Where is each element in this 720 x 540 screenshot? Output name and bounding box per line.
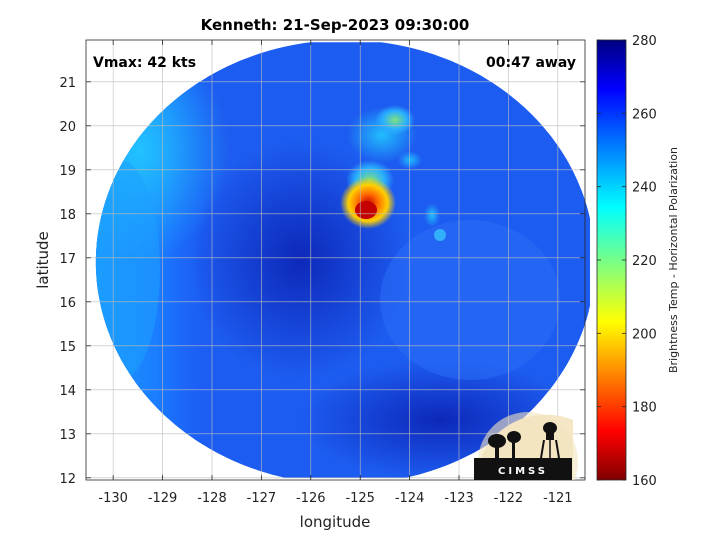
x-tick-label: -128 — [197, 491, 227, 506]
chart-title: Kenneth: 21-Sep-2023 09:30:00 — [201, 16, 470, 34]
colorbar-tick-label: 220 — [632, 254, 657, 269]
x-tick-label: -123 — [444, 491, 474, 506]
colorbar: 160 180 200 220 240 260 280 Brightness Temp - … — [596, 34, 680, 489]
y-tick-label: 12 — [59, 472, 76, 487]
axes-box — [85, 39, 586, 481]
colorbar-tick-label: 260 — [632, 107, 657, 122]
x-axis: -130 -129 -128 -127 -126 -125 -124 -123 -122 -121 — [98, 40, 573, 506]
x-tick-label: -127 — [247, 491, 277, 506]
x-tick-label: -125 — [345, 491, 375, 506]
y-tick-label: 21 — [59, 76, 76, 91]
y-tick-label: 17 — [59, 252, 76, 267]
y-tick-label: 20 — [59, 120, 76, 135]
colorbar-gradient — [596, 39, 627, 481]
colorbar-tick-label: 280 — [632, 34, 657, 49]
x-axis-label: longitude — [300, 513, 371, 531]
y-tick-label: 16 — [59, 296, 76, 311]
y-tick-label: 13 — [59, 428, 76, 443]
vmax-annotation: Vmax: 42 kts — [93, 55, 196, 71]
x-tick-label: -124 — [395, 491, 425, 506]
time-away-annotation: 00:47 away — [486, 55, 576, 71]
colorbar-tick-label: 200 — [632, 327, 657, 342]
y-axis-label: latitude — [34, 231, 52, 289]
logo-text: CIMSS — [498, 466, 548, 477]
x-tick-label: -126 — [296, 491, 326, 506]
x-tick-label: -122 — [494, 491, 524, 506]
y-tick-label: 14 — [59, 384, 76, 399]
y-axis: 12 13 14 15 16 17 18 19 20 21 — [59, 76, 585, 487]
x-tick-label: -130 — [98, 491, 128, 506]
y-tick-label: 18 — [59, 208, 76, 223]
x-tick-label: -121 — [543, 491, 573, 506]
colorbar-tick-label: 160 — [632, 474, 657, 489]
x-tick-label: -129 — [148, 491, 178, 506]
colorbar-tick-label: 180 — [632, 401, 657, 416]
y-tick-label: 19 — [59, 164, 76, 179]
colorbar-tick-label: 240 — [632, 181, 657, 196]
y-tick-label: 15 — [59, 340, 76, 355]
colorbar-label: Brightness Temp - Horizontal Polarizatio… — [667, 147, 680, 373]
cimss-logo: CIMSS — [474, 412, 578, 480]
